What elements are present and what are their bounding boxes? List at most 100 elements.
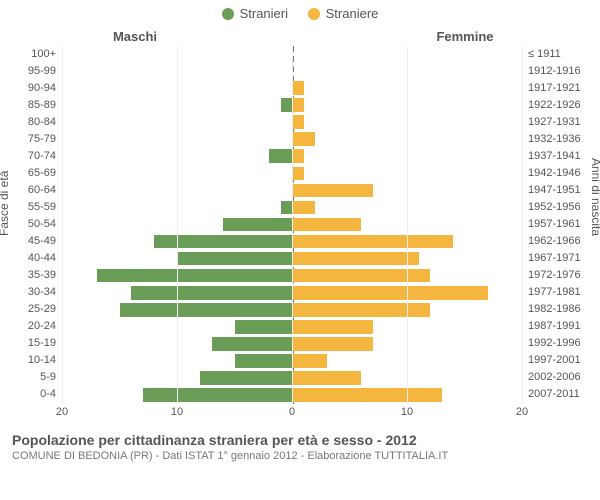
x-tick-label: 0	[289, 406, 295, 418]
bar-female	[292, 201, 315, 215]
age-group-label: 95-99	[28, 66, 62, 77]
y-left-axis-title: Fasce di età	[0, 170, 11, 235]
column-header-male: Maschi	[0, 29, 300, 44]
bar-female	[292, 81, 304, 95]
bar-male	[223, 218, 292, 232]
birth-year-label: 1987-1991	[522, 321, 581, 332]
birth-year-label: ≤ 1911	[522, 49, 561, 60]
birth-year-label: 1942-1946	[522, 168, 581, 179]
birth-year-label: 1922-1926	[522, 100, 581, 111]
age-group-label: 60-64	[28, 185, 62, 196]
age-group-label: 70-74	[28, 151, 62, 162]
bar-female	[292, 115, 304, 129]
x-tick-label: 10	[401, 406, 413, 418]
age-group-label: 10-14	[28, 355, 62, 366]
bar-male	[212, 337, 293, 351]
x-tick-label: 10	[171, 406, 183, 418]
bar-female	[292, 98, 304, 112]
birth-year-label: 1952-1956	[522, 202, 581, 213]
age-group-label: 65-69	[28, 168, 62, 179]
chart-subtitle: COMUNE DI BEDONIA (PR) - Dati ISTAT 1° g…	[12, 450, 588, 462]
age-group-label: 90-94	[28, 83, 62, 94]
birth-year-label: 1977-1981	[522, 287, 581, 298]
age-group-label: 25-29	[28, 304, 62, 315]
bar-male	[143, 388, 293, 402]
age-group-label: 50-54	[28, 219, 62, 230]
bar-female	[292, 320, 373, 334]
birth-year-label: 1947-1951	[522, 185, 581, 196]
birth-year-label: 1972-1976	[522, 270, 581, 281]
bar-male	[281, 98, 293, 112]
bar-male	[131, 286, 292, 300]
age-group-label: 20-24	[28, 321, 62, 332]
bar-female	[292, 132, 315, 146]
bar-female	[292, 354, 327, 368]
legend-swatch-male	[222, 8, 234, 20]
bar-female	[292, 149, 304, 163]
bar-male	[200, 371, 292, 385]
bar-female	[292, 303, 430, 317]
legend: Stranieri Straniere	[0, 0, 600, 23]
bar-male	[269, 149, 292, 163]
bar-female	[292, 371, 361, 385]
age-group-label: 40-44	[28, 253, 62, 264]
bar-female	[292, 235, 453, 249]
bar-female	[292, 218, 361, 232]
bar-male	[281, 201, 293, 215]
x-tick-label: 20	[56, 406, 68, 418]
bar-male	[154, 235, 292, 249]
bar-male	[97, 269, 293, 283]
birth-year-label: 1967-1971	[522, 253, 581, 264]
age-group-label: 75-79	[28, 134, 62, 145]
age-group-label: 45-49	[28, 236, 62, 247]
age-group-label: 80-84	[28, 117, 62, 128]
birth-year-label: 2007-2011	[522, 389, 580, 400]
birth-year-label: 1962-1966	[522, 236, 581, 247]
bar-female	[292, 269, 430, 283]
y-right-axis-title: Anni di nascita	[589, 157, 600, 235]
age-group-label: 100+	[31, 49, 62, 60]
bar-female	[292, 286, 488, 300]
legend-item-male: Stranieri	[222, 6, 288, 21]
gridline	[522, 46, 523, 404]
column-header-female: Femmine	[300, 29, 600, 44]
birth-year-label: 2002-2006	[522, 372, 581, 383]
bar-male	[177, 252, 292, 266]
birth-year-label: 1937-1941	[522, 151, 581, 162]
legend-label-female: Straniere	[326, 6, 379, 21]
age-group-label: 5-9	[40, 372, 62, 383]
chart-footer: Popolazione per cittadinanza straniera p…	[0, 426, 600, 462]
bar-female	[292, 252, 419, 266]
bar-male	[120, 303, 293, 317]
chart-title: Popolazione per cittadinanza straniera p…	[12, 432, 588, 448]
gridline	[177, 46, 178, 404]
gridline	[407, 46, 408, 404]
gridline	[62, 46, 63, 404]
birth-year-label: 1992-1996	[522, 338, 581, 349]
age-group-label: 35-39	[28, 270, 62, 281]
birth-year-label: 1927-1931	[522, 117, 581, 128]
x-tick-label: 20	[516, 406, 528, 418]
bar-male	[235, 354, 293, 368]
birth-year-label: 1957-1961	[522, 219, 581, 230]
bar-female	[292, 184, 373, 198]
birth-year-label: 1917-1921	[522, 83, 581, 94]
plot-area: Fasce di età Anni di nascita 100+ ≤ 1911 9…	[0, 46, 600, 426]
birth-year-label: 1997-2001	[522, 355, 581, 366]
age-group-label: 85-89	[28, 100, 62, 111]
bar-female	[292, 337, 373, 351]
bar-female	[292, 388, 442, 402]
legend-swatch-female	[308, 8, 320, 20]
bar-female	[292, 167, 304, 181]
x-axis: 201001020	[62, 404, 522, 426]
column-headers: Maschi Femmine	[0, 29, 600, 44]
birth-year-label: 1912-1916	[522, 66, 581, 77]
legend-item-female: Straniere	[308, 6, 379, 21]
age-group-label: 15-19	[28, 338, 62, 349]
age-group-label: 30-34	[28, 287, 62, 298]
gridline	[292, 46, 293, 404]
birth-year-label: 1982-1986	[522, 304, 581, 315]
legend-label-male: Stranieri	[240, 6, 288, 21]
bar-male	[235, 320, 293, 334]
age-group-label: 0-4	[40, 389, 62, 400]
